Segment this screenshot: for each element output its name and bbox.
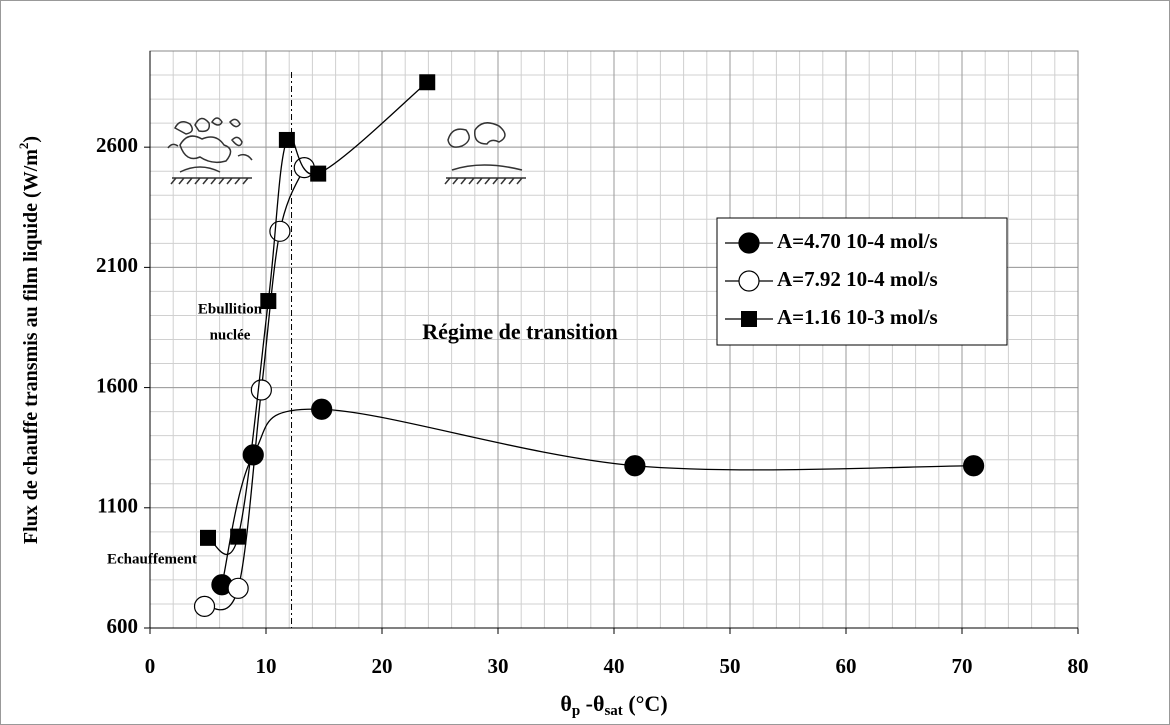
marker	[193, 595, 216, 617]
marker	[242, 444, 264, 466]
marker	[741, 311, 757, 327]
x-tick-label: 20	[372, 654, 393, 678]
x-tick-label: 60	[836, 654, 857, 678]
marker	[962, 455, 985, 477]
y-axis-label: Flux de chauffe transmis au film liquide…	[16, 136, 42, 544]
legend: A=4.70 10-4 mol/s A=7.92 10-4 mol/s A=1.16…	[716, 217, 1008, 346]
boiling-icons	[167, 117, 526, 185]
x-tick-label: 10	[256, 654, 277, 678]
marker	[200, 529, 216, 546]
x-tick-label: 40	[604, 654, 625, 678]
legend-label: A=4.70 10-4 mol/s	[777, 229, 938, 253]
annotation: Echauffement	[107, 551, 197, 567]
marker	[278, 131, 295, 148]
series-line	[221, 408, 974, 585]
marker	[738, 270, 760, 292]
marker	[419, 74, 436, 91]
marker	[738, 232, 760, 254]
marker	[624, 455, 646, 477]
marker	[227, 577, 249, 599]
y-tick-label: 2600	[96, 133, 138, 157]
legend-label: A=1.16 10-3 mol/s	[777, 305, 938, 329]
x-tick-label: 50	[720, 654, 741, 678]
annotation: nuclée	[210, 327, 251, 343]
y-tick-label: 2100	[96, 253, 138, 277]
annotation: Régime de transition	[422, 319, 618, 344]
y-tick-label: 1100	[97, 494, 138, 518]
marker	[230, 528, 247, 545]
marker	[260, 293, 277, 310]
x-tick-label: 70	[952, 654, 973, 678]
marker	[250, 379, 272, 401]
y-tick-label: 1600	[96, 373, 138, 397]
x-axis-label: θp -θsat (°C)	[560, 691, 667, 719]
x-tick-label: 30	[488, 654, 509, 678]
legend-label: A=7.92 10-4 mol/s	[777, 267, 938, 291]
x-tick-label: 0	[145, 654, 156, 678]
marker	[311, 398, 333, 420]
annotation: Ebullition	[198, 301, 263, 317]
plot-area	[193, 72, 985, 628]
marker	[310, 165, 327, 182]
x-tick-label: 80	[1068, 654, 1089, 678]
y-tick-label: 600	[107, 614, 139, 638]
marker	[269, 220, 291, 242]
